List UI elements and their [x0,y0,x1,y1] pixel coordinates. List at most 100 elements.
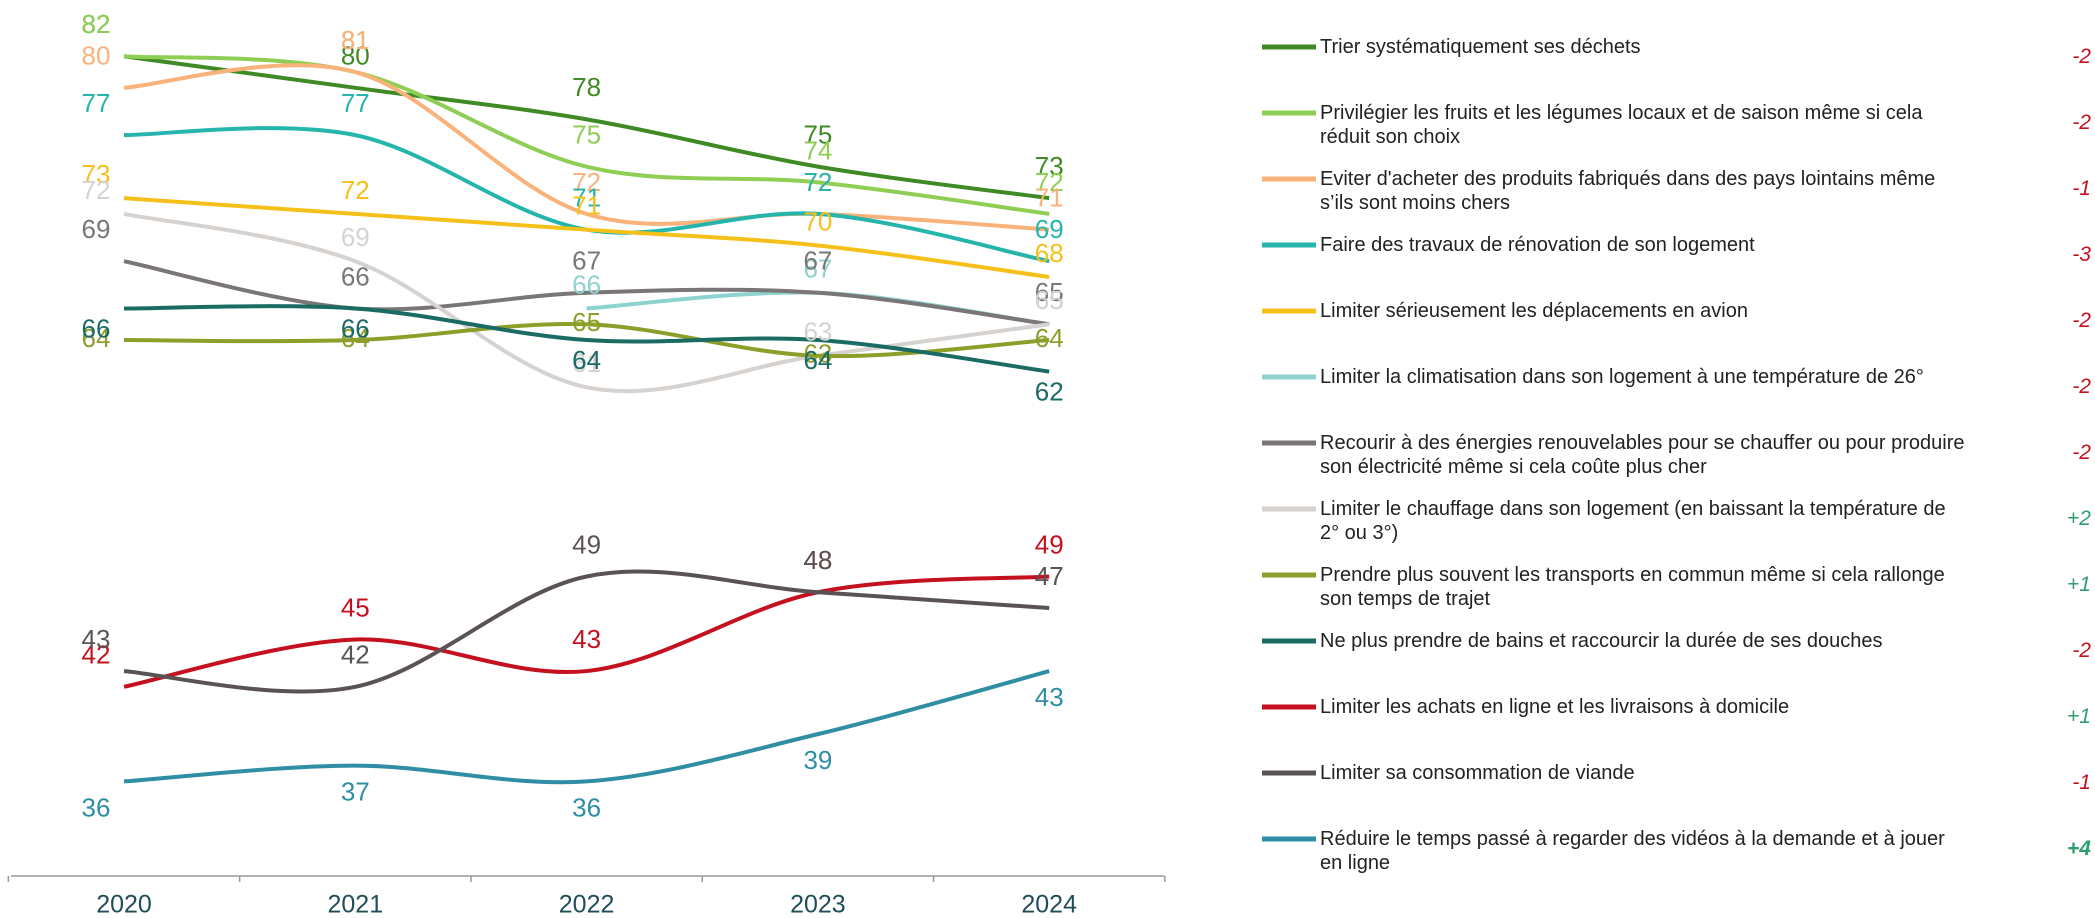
data-label: 42 [82,640,111,670]
data-label: 63 [803,317,832,347]
data-label: 36 [572,792,601,822]
data-label: 72 [803,167,832,197]
data-label: 65 [1035,277,1064,307]
legend-label: Trier systématiquement ses déchets [1320,36,1641,58]
data-label: 64 [572,345,601,375]
change-label: -2 [2072,639,2091,662]
x-tick-label: 2020 [96,891,152,918]
data-label: 66 [341,261,370,291]
data-label: 74 [803,135,832,165]
change-label: +1 [2067,573,2091,596]
data-label: 43 [82,624,111,654]
legend-label: Réduire le temps passé à regarder des vi… [1320,828,1945,874]
change-label: -2 [2072,375,2091,398]
legend-label: Limiter les achats en ligne et les livra… [1320,696,1790,718]
change-label: +1 [2067,705,2091,728]
data-label: 69 [82,214,111,244]
data-label: 64 [341,323,370,353]
data-label: 64 [82,323,111,353]
legend-label: Ne plus prendre de bains et raccourcir l… [1320,630,1883,652]
data-label: 77 [82,88,111,118]
series-line [123,669,1050,785]
legend-label: Faire des travaux de rénovation de son l… [1320,234,1755,256]
data-label: 67 [803,246,832,276]
data-label: 65 [1035,285,1064,315]
legend-label: Limiter sa consommation de viande [1320,762,1635,784]
data-label: 69 [1035,214,1064,244]
data-label: 71 [572,191,601,221]
series-line [123,54,1050,201]
data-label: 43 [572,624,601,654]
data-label: 66 [572,269,601,299]
series-line [123,321,1050,359]
data-label: 65 [572,307,601,337]
legend-label: Limiter sérieusement les déplacements en… [1320,300,1748,322]
data-label: 75 [572,120,601,150]
legend-label: Limiter le chauffage dans son logement (… [1320,498,1946,544]
legend-label: Eviter d'acheter des produits fabriqués … [1320,168,1936,214]
data-label: 82 [82,9,111,39]
data-label: 65 [1035,285,1064,315]
series-line [123,569,1050,694]
change-label: +4 [2067,837,2091,860]
data-label: 72 [341,175,370,205]
data-label: 64 [803,345,832,375]
data-label: 61 [572,348,601,378]
data-label: 81 [341,25,370,55]
data-label: 66 [82,313,111,343]
data-label: 36 [82,792,111,822]
change-label: -1 [2072,177,2091,200]
data-label: 45 [341,592,370,622]
series-line [123,196,1050,279]
data-label: 49 [1035,529,1064,559]
data-label: 75 [803,120,832,150]
data-label: 39 [803,745,832,775]
change-label: -3 [2072,243,2091,266]
data-label: 47 [1035,561,1064,591]
data-label: 48 [803,545,832,575]
data-label: 80 [341,41,370,71]
data-label: 71 [1035,183,1064,213]
series-line [123,304,1050,374]
series-line [123,63,1050,232]
data-label: 67 [803,254,832,284]
data-label: 68 [1035,238,1064,268]
legend-label: Limiter la climatisation dans son logeme… [1320,366,1924,388]
data-label: 70 [803,206,832,236]
data-label: 43 [1035,682,1064,712]
data-label: 63 [803,339,832,369]
change-label: -2 [2072,111,2091,134]
data-label: 82 [82,9,111,39]
change-label: -2 [2072,309,2091,332]
data-label: 71 [572,183,601,213]
series-line [123,259,1050,327]
change-label: -2 [2072,441,2091,464]
data-label: 72 [572,167,601,197]
data-label: 72 [82,175,111,205]
legend-label: Prendre plus souvent les transports en c… [1320,564,1945,610]
data-label: 42 [341,640,370,670]
data-label: 80 [82,41,111,71]
change-label: -1 [2072,771,2091,794]
legend-label: Recourir à des énergies renouvelables po… [1320,432,1965,478]
data-label: 69 [341,222,370,252]
series-line [123,211,1050,394]
data-label: 48 [803,545,832,575]
data-label: 64 [1035,323,1064,353]
data-label: 49 [572,529,601,559]
data-label: 37 [341,777,370,807]
x-tick-label: 2023 [790,891,846,918]
change-label: -2 [2072,45,2091,68]
series-line [123,54,1050,216]
series-line [123,574,1050,689]
data-label: 77 [341,88,370,118]
data-label: 72 [803,167,832,197]
data-label: 81 [341,25,370,55]
x-tick-label: 2022 [559,891,615,918]
x-tick-label: 2024 [1021,891,1077,918]
data-label: 73 [82,159,111,189]
x-tick-label: 2021 [327,891,383,918]
change-label: +2 [2067,507,2091,530]
